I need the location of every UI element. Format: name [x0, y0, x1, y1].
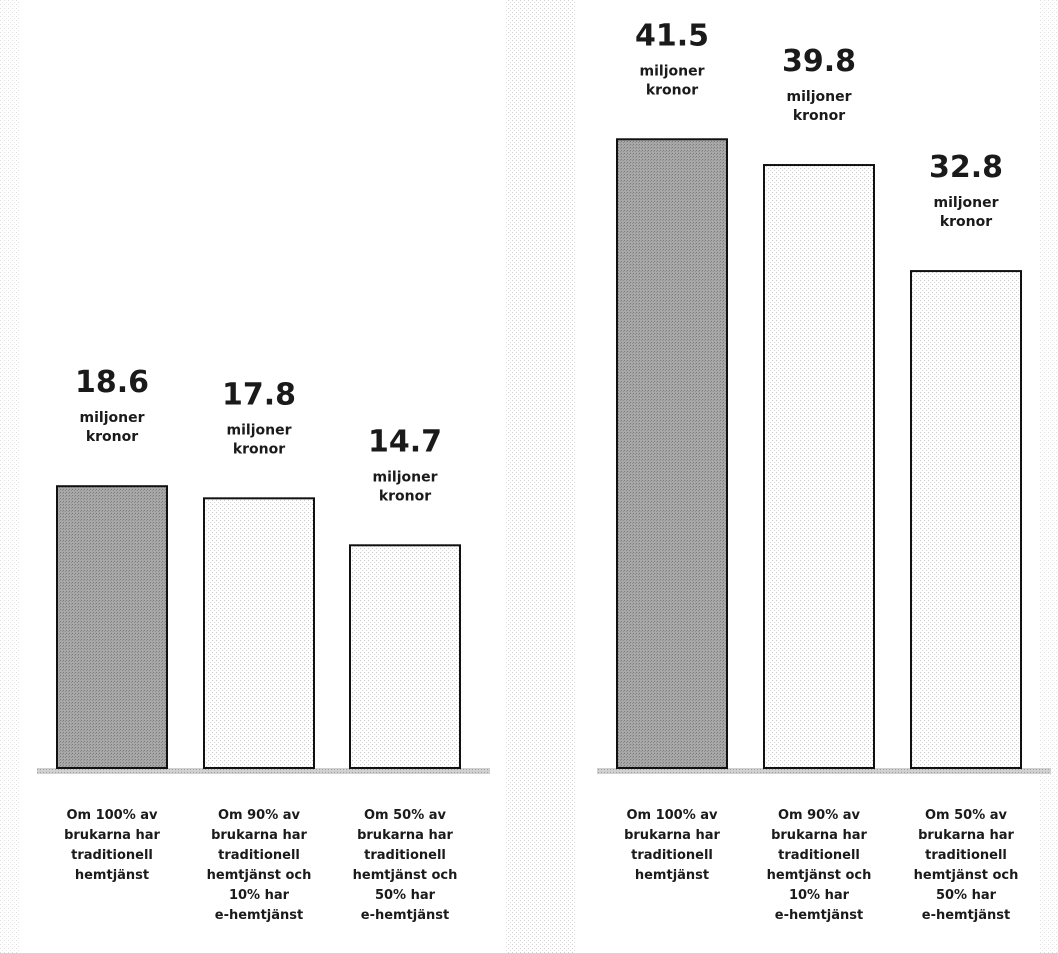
value-label: 17.8 [222, 377, 296, 412]
unit-label: miljoner [640, 63, 705, 79]
category-label: hemtjänst och [914, 868, 1019, 883]
category-label: 50% har [936, 888, 997, 903]
value-label: 32.8 [929, 150, 1003, 185]
category-label: hemtjänst och [207, 868, 312, 883]
category-label: traditionell [364, 848, 446, 863]
category-label: brukarna har [211, 828, 307, 843]
unit-label: kronor [793, 108, 845, 124]
unit-label: miljoner [80, 410, 145, 426]
category-label: traditionell [925, 848, 1007, 863]
category-label: Om 90% av [778, 808, 861, 823]
bar-2 [203, 497, 315, 769]
chart-panel-2: 41.5 miljoner kronor Om 100% av brukarna har… [597, 18, 1051, 923]
category-label: traditionell [778, 848, 860, 863]
category-label: 50% har [375, 888, 436, 903]
category-label: traditionell [71, 848, 153, 863]
left-edge-texture [0, 0, 20, 953]
bar-1 [616, 138, 728, 769]
unit-label: kronor [940, 214, 992, 230]
category-label: brukarna har [918, 828, 1014, 843]
category-label: hemtjänst och [767, 868, 872, 883]
unit-label: miljoner [787, 89, 852, 105]
chart-panel-1: 18.6 miljoner kronor Om 100% av brukarna har… [37, 365, 490, 923]
bar-1 [56, 485, 168, 769]
category-label: brukarna har [771, 828, 867, 843]
category-label: hemtjänst [635, 868, 709, 883]
unit-label: kronor [646, 82, 698, 98]
value-label: 39.8 [782, 44, 856, 79]
category-label: brukarna har [64, 828, 160, 843]
bar-2 [763, 164, 875, 769]
category-label: e-hemtjänst [775, 908, 863, 923]
category-label: brukarna har [357, 828, 453, 843]
category-label: Om 50% av [925, 808, 1008, 823]
unit-label: kronor [86, 429, 138, 445]
category-label: 10% har [789, 888, 850, 903]
category-label: Om 100% av [66, 808, 158, 823]
category-label: Om 90% av [218, 808, 301, 823]
bar-3 [910, 270, 1022, 769]
category-label: 10% har [229, 888, 290, 903]
unit-label: miljoner [934, 195, 999, 211]
unit-label: miljoner [373, 469, 438, 485]
category-label: brukarna har [624, 828, 720, 843]
category-label: hemtjänst [75, 868, 149, 883]
bar-3 [349, 544, 461, 769]
value-label: 18.6 [75, 365, 149, 400]
category-label: traditionell [631, 848, 713, 863]
category-label: traditionell [218, 848, 300, 863]
category-label: e-hemtjänst [922, 908, 1010, 923]
category-label: e-hemtjänst [361, 908, 449, 923]
unit-label: kronor [379, 488, 431, 504]
unit-label: miljoner [227, 422, 292, 438]
right-edge-texture [1040, 0, 1058, 953]
baseline [597, 768, 1051, 774]
unit-label: kronor [233, 441, 285, 457]
category-label: e-hemtjänst [215, 908, 303, 923]
category-label: Om 100% av [626, 808, 718, 823]
baseline [37, 768, 490, 774]
value-label: 14.7 [368, 424, 442, 459]
value-label: 41.5 [635, 18, 709, 53]
category-label: Om 50% av [364, 808, 447, 823]
category-label: hemtjänst och [353, 868, 458, 883]
center-divider-texture [505, 0, 575, 953]
